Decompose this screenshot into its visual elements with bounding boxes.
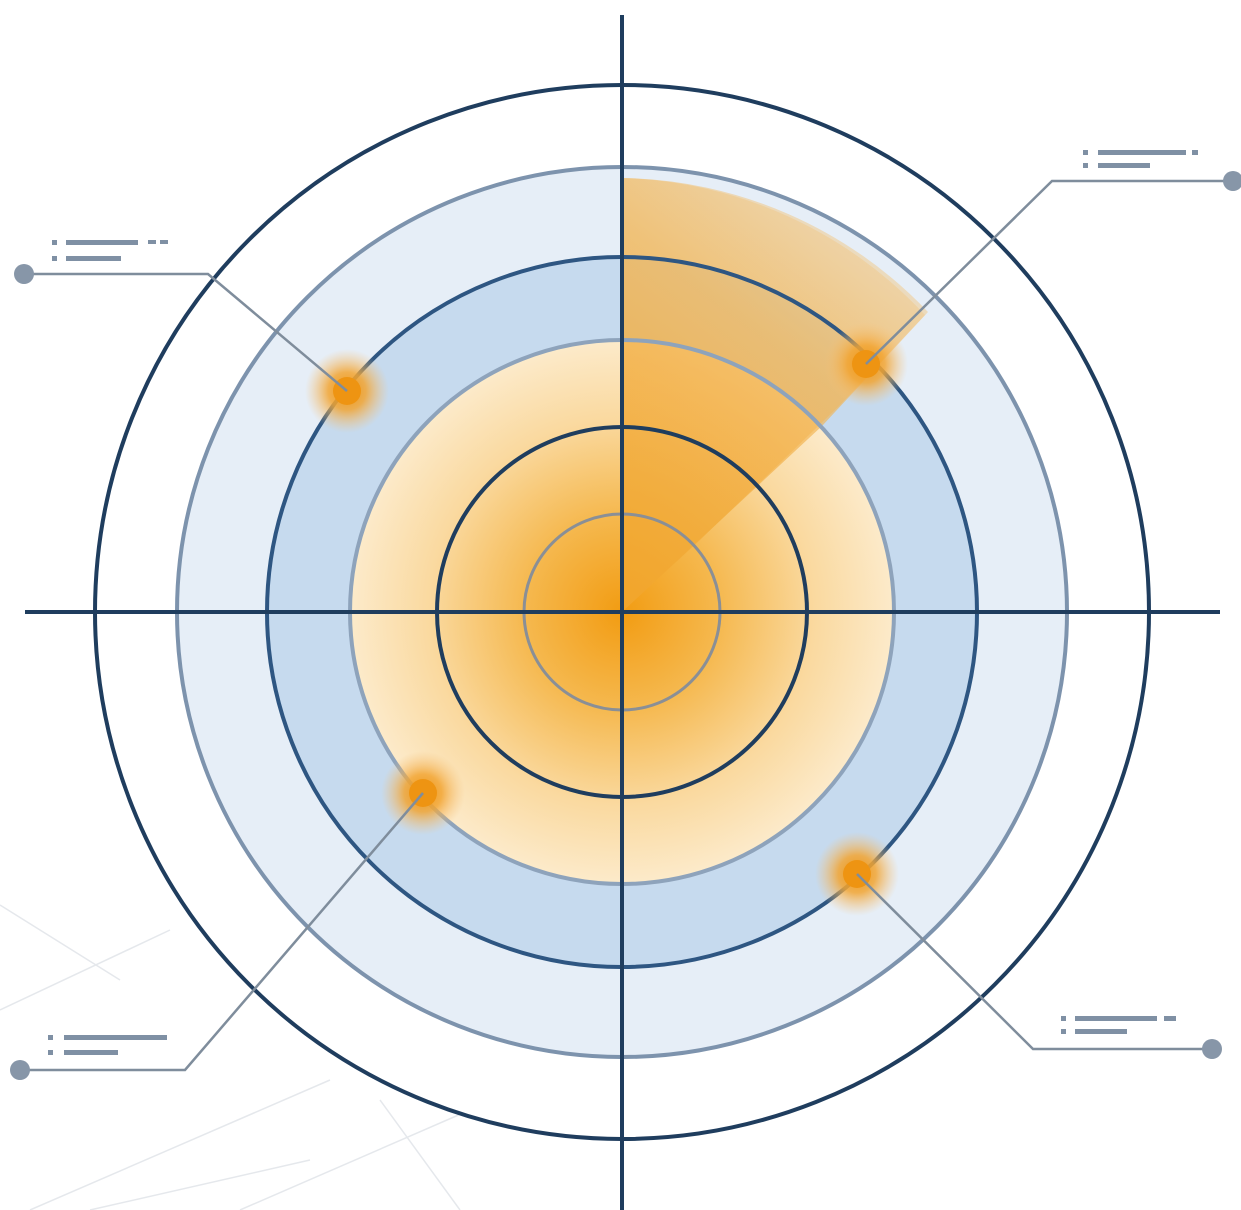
callout-dots [10, 171, 1241, 1080]
placeholder-label-lower-left [48, 1035, 167, 1055]
callout-dot-lower-left [10, 1060, 30, 1080]
callout-dot-lower-right [1202, 1039, 1222, 1059]
callout-lines [20, 179, 1233, 1072]
placeholder-label-upper-left [52, 240, 168, 261]
crosshair [25, 15, 1220, 1210]
callout-line-upper-left [24, 272, 348, 392]
callout-dot-upper-left [14, 264, 34, 284]
callout-line-upper-right [865, 179, 1233, 365]
highlight-wedge [622, 178, 925, 612]
background-decoration [0, 904, 471, 1210]
callout-dot-upper-right [1223, 171, 1241, 191]
placeholder-label-lower-right [1061, 1016, 1176, 1034]
callout-placeholders [48, 150, 1198, 1055]
callout-line-lower-left [20, 792, 424, 1072]
callout-line-lower-right [856, 873, 1212, 1051]
placeholder-label-upper-right [1083, 150, 1198, 168]
